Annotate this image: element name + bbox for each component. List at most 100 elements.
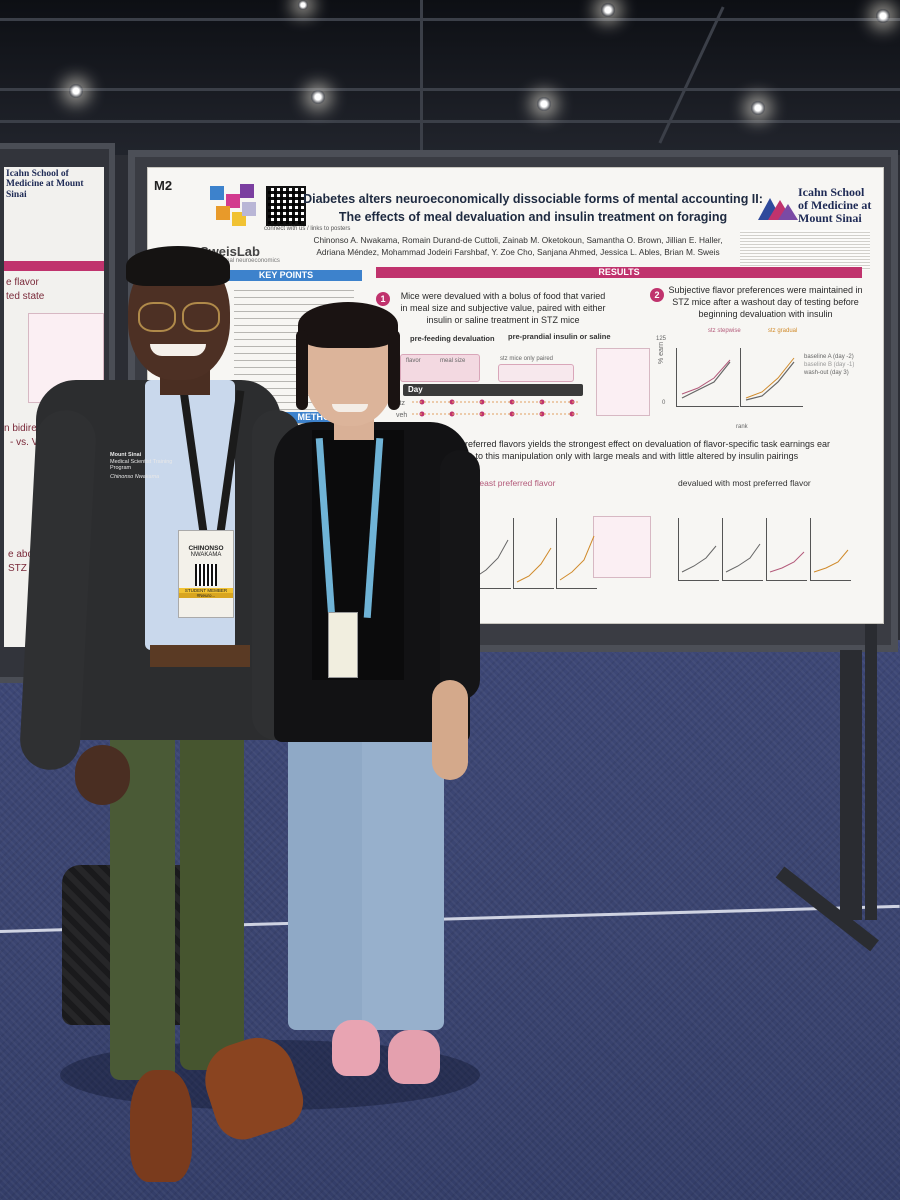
flavor-label: flavor — [406, 358, 421, 364]
authors-line: Chinonso A. Nwakama, Romain Durand-de Cu… — [313, 235, 723, 245]
badge-first-name: CHINONSO — [188, 545, 224, 552]
sweislab-logo — [206, 184, 256, 234]
legend-entry: baseline B (day -1) — [804, 362, 855, 368]
institution-name: Icahn School of Medicine at Mount Sinai — [798, 185, 872, 226]
ceiling — [0, 0, 900, 160]
woman-smile — [332, 404, 368, 412]
plot-panel — [722, 518, 763, 581]
affiliations-list — [740, 230, 870, 270]
stz-row-label: stz — [396, 400, 405, 407]
key-points-heading: KEY POINTS — [210, 270, 362, 281]
left-poster-heading: e abolis — [8, 549, 43, 560]
result-number-badge: 2 — [650, 288, 664, 302]
mount-sinai-logo-icon — [758, 198, 798, 220]
authors-line: Adriana Méndez, Mohammad Jodeiri Farshba… — [316, 247, 720, 258]
ceiling-truss — [658, 6, 725, 144]
ceiling-truss — [420, 0, 423, 150]
qr-code — [266, 186, 306, 226]
y-tick: 125 — [656, 336, 667, 342]
lab-subtitle: Translational neuroeconomics — [200, 258, 280, 264]
flavor-mealsize-box — [400, 354, 480, 382]
legend-entry: wash-out (day 3) — [804, 370, 849, 376]
woman-right-arm — [440, 450, 480, 700]
result-2-text: Subjective flavor preferences were maint… — [668, 285, 863, 320]
most-preferred-label: devalued with most preferred flavor — [678, 478, 811, 488]
preprandial-label: pre-prandial insulin or saline — [508, 332, 611, 341]
note-box — [593, 516, 651, 578]
man-glasses-right — [182, 302, 220, 332]
ceiling-light — [751, 101, 765, 115]
man-belt — [150, 645, 250, 667]
jacket-program-text: Medical Scientist Training Program — [110, 458, 173, 472]
note-box — [596, 348, 650, 416]
board-post — [840, 650, 862, 920]
plot-panel — [513, 518, 554, 589]
institution-line: of Medicine at — [798, 198, 872, 213]
man-presenter: CHINONSO NWAKAMA STUDENT MEMBER #Neuro..… — [18, 240, 311, 1190]
ceiling-truss — [0, 88, 900, 91]
ceiling-light — [298, 0, 308, 10]
man-name-badge: CHINONSO NWAKAMA STUDENT MEMBER #Neuro..… — [178, 530, 234, 618]
day-timeline — [403, 384, 583, 396]
left-poster-heading: e flavor — [6, 277, 39, 288]
plot-panel — [678, 518, 719, 581]
poster-title-line: The effects of meal devaluation and insu… — [338, 210, 728, 225]
stz-gradual-label: stz gradual — [768, 328, 798, 334]
institution-line: Icahn School — [798, 185, 865, 199]
man-hair — [126, 246, 230, 286]
stz-stepwise-label: stz stepwise — [708, 328, 741, 334]
jacket-embroidery: Mount Sinai Medical Scientist Training P… — [110, 452, 180, 480]
ceiling-truss — [0, 18, 900, 21]
methods-heading: METHODS — [278, 412, 362, 423]
rank-axis-label: rank — [736, 424, 748, 430]
woman-left-shoe — [332, 1020, 380, 1076]
ceiling-light — [311, 90, 325, 104]
timeline-dots — [412, 399, 580, 417]
legend-entry: baseline A (day -2) — [804, 354, 854, 360]
plot-lines — [681, 357, 795, 401]
poster-title-line: Diabetes alters neuroeconomically dissoc… — [303, 192, 763, 206]
woman-hair — [298, 302, 398, 348]
institution-line: Mount Sinai — [798, 211, 862, 226]
badge-tag: STUDENT MEMBER — [179, 588, 233, 593]
plot-panel — [810, 518, 851, 581]
woman-right-shoe — [388, 1030, 440, 1084]
badge-last-name: NWAKAMA — [190, 552, 222, 558]
y-tick: 0 — [662, 400, 666, 406]
ceiling-light — [876, 9, 890, 23]
man-hand — [75, 745, 130, 805]
left-poster-heading: ted state — [6, 291, 45, 302]
poster-authors: Chinonso A. Nwakama, Romain Durand-de Cu… — [308, 234, 728, 259]
man-smile — [150, 344, 206, 356]
plot-panel — [556, 518, 597, 589]
woman-hair-side — [296, 330, 308, 410]
jacket-name-text: Chinonso Nwakama — [110, 473, 160, 480]
plot-panel — [740, 348, 803, 407]
pct-earn-axis-label: % earn — [658, 341, 665, 364]
woman-presenter — [270, 300, 490, 1100]
man-left-shoe — [130, 1070, 192, 1182]
ceiling-light — [69, 84, 83, 98]
plot-lines — [473, 535, 849, 583]
result-1-text: Mice were devalued with a bolus of food … — [400, 291, 606, 326]
stz-only-label: stz mice only paired — [500, 356, 554, 362]
day-label: Day — [408, 385, 423, 394]
woman-name-badge — [328, 612, 358, 678]
least-preferred-label: with least preferred flavor — [460, 478, 556, 488]
man-glasses-left — [138, 302, 176, 332]
left-poster-institution: Icahn School of Medicine at Mount Sinai — [6, 169, 84, 200]
meal-size-label: meal size — [440, 358, 466, 364]
woman-hair-side — [388, 330, 400, 410]
plot-panel — [676, 348, 739, 407]
ceiling-light — [601, 3, 615, 17]
result-number-badge: 1 — [376, 292, 390, 306]
insulin-saline-box — [498, 364, 574, 382]
poster-title: Diabetes alters neuroeconomically dissoc… — [298, 190, 768, 226]
ceiling-truss — [0, 120, 900, 123]
left-poster-heading: STZ tre — [8, 563, 42, 574]
prefeeding-label: pre-feeding devaluation — [410, 334, 495, 343]
veh-row-label: veh — [396, 412, 408, 419]
ceiling-light — [537, 97, 551, 111]
plot-panel — [766, 518, 807, 581]
left-poster-bar — [4, 261, 104, 271]
